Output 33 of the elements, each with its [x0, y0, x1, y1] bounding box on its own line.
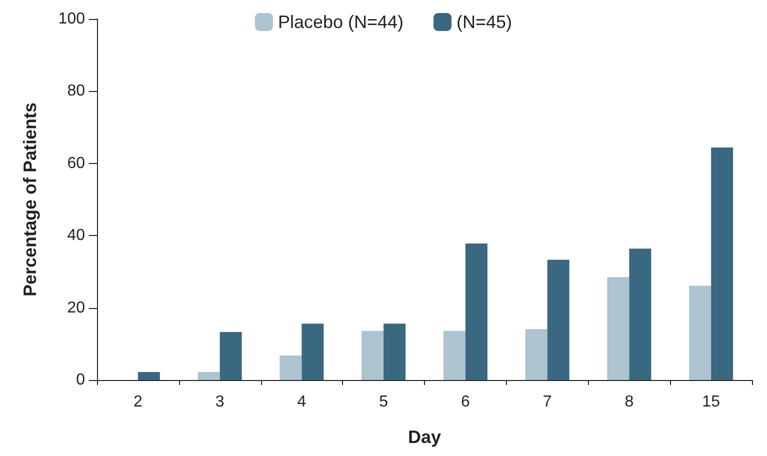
bar — [280, 355, 302, 380]
y-tick-label: 20 — [67, 299, 86, 316]
x-tick-label: 4 — [297, 394, 306, 410]
bar — [220, 332, 242, 380]
y-axis-title: Percentage of Patients — [20, 102, 40, 297]
bar — [689, 286, 712, 380]
bar — [629, 248, 652, 380]
bar — [547, 260, 570, 380]
legend-label: Placebo (N=44) — [278, 12, 404, 32]
bar — [443, 330, 466, 380]
y-tick-label: 60 — [67, 154, 86, 172]
x-axis-title: Day — [408, 427, 442, 447]
bar — [362, 330, 384, 380]
y-tick-label: 40 — [67, 227, 86, 244]
x-tick-label: 2 — [133, 394, 142, 410]
y-tick-label: 80 — [67, 82, 86, 100]
bar — [465, 244, 488, 380]
bar — [198, 372, 220, 380]
bar — [384, 324, 406, 380]
bar — [607, 277, 630, 380]
bar — [302, 324, 324, 380]
legend-label: (N=45) — [456, 12, 512, 32]
y-tick-label: 0 — [76, 372, 86, 388]
bar — [711, 148, 734, 380]
x-tick-label: 6 — [460, 394, 470, 410]
x-tick-label: 3 — [215, 394, 224, 410]
x-tick-label: 15 — [702, 394, 720, 410]
bar — [138, 372, 160, 380]
y-tick-label: 100 — [58, 10, 86, 28]
x-tick-label: 7 — [542, 394, 552, 410]
bar — [525, 329, 548, 380]
x-tick-label: 5 — [379, 394, 388, 410]
x-tick-label: 8 — [624, 394, 634, 410]
